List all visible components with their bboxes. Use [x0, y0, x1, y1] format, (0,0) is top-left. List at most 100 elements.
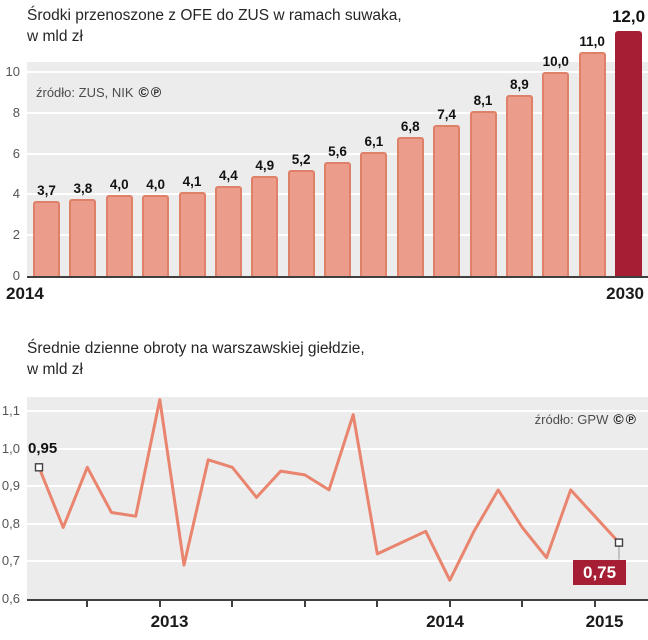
- bar-item: 6,1: [360, 133, 388, 276]
- bar-item: 11,0: [578, 33, 606, 276]
- bar-value-label: 12,0: [611, 7, 646, 27]
- x-axis-tick: [448, 601, 451, 607]
- bar-value-label: 8,9: [509, 76, 529, 92]
- start-point-marker: [34, 463, 44, 472]
- bar-gridline: [27, 152, 648, 155]
- bar: [469, 110, 497, 276]
- bar: [33, 200, 60, 276]
- bar: [396, 137, 424, 276]
- bar-y-tick-label: 2: [12, 227, 20, 243]
- line-gridline: [27, 409, 648, 412]
- line-chart-title-line1: Średnie dzienne obroty na warszawskiej g…: [27, 340, 365, 357]
- line-gridline: [27, 560, 648, 563]
- line-y-tick-label: 0,9: [1, 478, 20, 494]
- first-point-value-label: 0,95: [28, 440, 58, 458]
- x-axis-tick: [231, 601, 234, 607]
- bar-value-label: 4,0: [146, 176, 166, 192]
- bar-x-axis-labels: 2014 2030: [6, 284, 644, 304]
- bar-item: 3,8: [69, 180, 97, 276]
- x-axis-tick: [593, 601, 596, 607]
- bar-value-label: 4,1: [182, 174, 202, 190]
- bar-value-label: 3,8: [73, 180, 93, 196]
- bar-item: 3,7: [33, 183, 60, 276]
- bar: [433, 125, 461, 276]
- bar-chart-title-line2: w mld zł: [27, 28, 83, 45]
- bar-value-label: 6,1: [364, 133, 384, 149]
- bar-item: 4,1: [178, 174, 206, 276]
- bar-value-label: 8,1: [473, 92, 493, 108]
- bar-item: 12,0: [611, 7, 646, 276]
- bar: [214, 186, 242, 276]
- bar-item: 6,8: [396, 119, 424, 276]
- year-label-2015: 2015: [585, 612, 624, 631]
- bar-source-text: źródło: ZUS, NIK: [36, 85, 134, 100]
- line-chart-title-line2: w mld zł: [27, 361, 83, 378]
- line-gridline: [27, 447, 648, 450]
- bar-y-axis-labels: 0 2 4 6 8 10: [0, 62, 23, 283]
- bar: [578, 51, 606, 276]
- x-axis-tick: [376, 601, 379, 607]
- bar-item: 4,4: [214, 168, 242, 276]
- bar-item: 5,2: [287, 152, 315, 276]
- bars-container: 3,7 3,8 4,0 4,0 4,1 4,4 4,9 5,2 5,6 6,1 6,8 7,4 8,1 8…: [27, 7, 648, 276]
- bar-item: 5,6: [324, 144, 351, 276]
- bar-value-label: 11,0: [579, 33, 605, 49]
- bar-x-label-end: 2030: [606, 284, 644, 303]
- x-axis-tick: [86, 601, 89, 607]
- bar: [505, 94, 533, 276]
- bar: [287, 170, 315, 276]
- bar-source-note: źródło: ZUS, NIK ©℗: [36, 84, 163, 100]
- bar-chart-title-line1: Środki przenoszone z OFE do ZUS w ramach…: [27, 7, 402, 24]
- bar-item: 7,4: [433, 107, 461, 276]
- bar-y-tick-label: 10: [5, 64, 20, 80]
- line-y-tick-label: 1,1: [1, 402, 20, 418]
- bar-value-label: 7,4: [437, 107, 457, 123]
- bar: [105, 194, 133, 276]
- bar: [142, 194, 170, 276]
- bar-gridline: [27, 71, 648, 74]
- bar-value-label: 4,9: [255, 158, 275, 174]
- bar-item: 4,0: [105, 176, 133, 276]
- bar-item: 4,9: [251, 158, 279, 276]
- line-gridline: [27, 485, 648, 488]
- x-axis-tick: [521, 601, 524, 607]
- bar-gridline: [27, 111, 648, 114]
- bar-value-label: 5,6: [328, 143, 347, 159]
- bar-x-label-start: 2014: [6, 284, 44, 303]
- bar-value-label: 6,8: [400, 119, 420, 135]
- copyright-license-icons: ©℗: [138, 84, 164, 100]
- bar: [615, 31, 642, 276]
- end-point-marker: [614, 538, 624, 547]
- line-y-tick-label: 0,6: [1, 591, 20, 606]
- line-y-tick-label: 0,8: [1, 515, 20, 531]
- bar-value-label: 10,0: [542, 54, 569, 70]
- bar-value-label: 5,2: [291, 152, 311, 167]
- line-gridline: [27, 522, 648, 525]
- line-x-axis-ticks: [0, 601, 648, 609]
- copyright-license-icons: ©℗: [613, 411, 638, 427]
- bar-y-tick-label: 4: [12, 186, 20, 202]
- last-point-value-badge: 0,75: [573, 559, 627, 585]
- bar: [251, 176, 279, 276]
- x-axis-tick: [158, 601, 161, 607]
- bar-y-tick-label: 0: [12, 268, 20, 283]
- line-y-tick-label: 1,0: [1, 440, 20, 456]
- turnover-line: [37, 398, 621, 582]
- turnover-line-chart: [34, 398, 624, 582]
- line-source-text: źródło: GPW: [534, 412, 609, 427]
- bar-value-label: 4,0: [109, 176, 129, 192]
- bar-plot-area: źródło: ZUS, NIK ©℗ 3,7 3,8 4,0 4,0 4,1 4,4 4,9…: [27, 7, 648, 278]
- bar-item: 10,0: [542, 54, 570, 276]
- line-y-axis-labels: 0,6 0,7 0,8 0,9 1,0 1,1: [0, 397, 23, 606]
- bar-item: 4,0: [142, 176, 170, 276]
- line-y-tick-label: 0,7: [1, 553, 20, 569]
- bar-y-tick-label: 6: [12, 145, 20, 161]
- bar-y-tick-label: 8: [12, 104, 20, 120]
- line-plot-area: źródło: GPW ©℗ 0,95 0,75: [27, 397, 648, 601]
- bar-item: 8,1: [469, 92, 497, 276]
- x-axis-tick: [303, 601, 306, 607]
- line-chart-title: Średnie dzienne obroty na warszawskiej g…: [27, 338, 365, 380]
- bar-value-label: 3,7: [37, 182, 56, 198]
- bar: [542, 72, 570, 276]
